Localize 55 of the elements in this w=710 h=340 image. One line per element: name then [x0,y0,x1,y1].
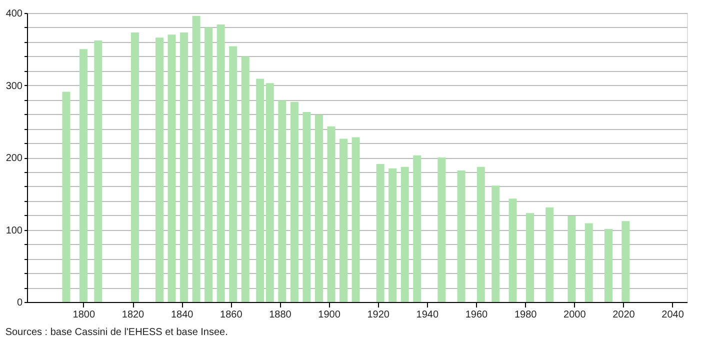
x-tick-label: 1940 [416,310,439,320]
bar [302,112,311,302]
bar [94,40,102,302]
bar [352,137,360,302]
x-tick-label: 1840 [170,310,194,320]
x-tick-label: 2040 [662,310,684,320]
y-tick-label: 200 [6,153,23,164]
bar [492,186,500,302]
x-tick-label: 1820 [122,310,145,320]
x-tick-label: 2020 [612,310,636,320]
x-tick-label: 1880 [269,310,292,320]
bar [241,56,250,302]
bar [400,166,409,302]
bar [568,216,576,302]
x-tick-label: 1960 [465,310,488,320]
y-tick-label: 0 [16,298,23,308]
bar [62,92,70,302]
bar [546,207,554,302]
bar [584,223,593,302]
bar [622,221,630,302]
bar [327,126,336,302]
bar [376,164,384,302]
x-tick-label: 1860 [220,310,243,320]
bar [438,158,446,302]
x-tick-label: 1900 [318,310,341,320]
x-tick-label: 1980 [514,310,538,320]
bar [314,114,323,302]
bar [476,166,485,302]
bar [256,78,264,302]
bar [79,49,88,302]
bar [229,46,238,302]
bar [604,229,612,302]
bar [340,138,348,302]
y-tick-label: 100 [6,225,23,236]
bar [168,34,176,302]
bar [388,168,397,302]
bar [180,32,188,302]
y-tick-label: 400 [6,8,23,20]
bar [192,16,200,302]
bar [457,170,466,302]
source-note: Sources : base Cassini de l'EHESS et base Insee. [5,327,228,338]
bar [526,213,534,302]
bar [290,102,298,302]
bar [413,155,422,302]
bar [278,100,286,302]
x-tick-label: 2000 [564,310,586,320]
bar [130,32,139,302]
x-tick-label: 1800 [72,310,96,320]
bar [204,27,213,302]
bar [508,198,517,302]
bar [216,24,225,302]
y-tick-label: 300 [6,80,23,92]
x-tick-label: 1920 [367,310,390,320]
bar [266,83,274,302]
bar [155,38,164,302]
